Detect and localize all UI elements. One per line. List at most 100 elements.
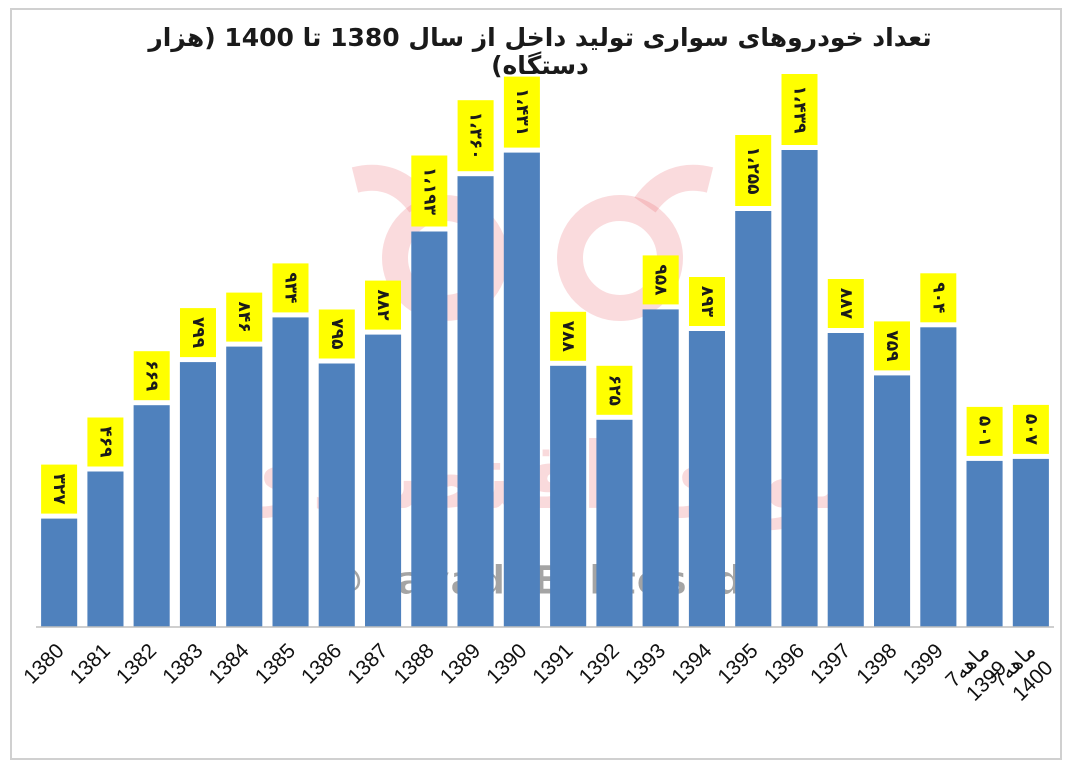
x-tick-label: 1388 xyxy=(390,639,439,688)
chart-title: تعداد خودروهای سواری تولید داخل از سال 1… xyxy=(148,23,932,80)
bar xyxy=(642,309,679,627)
bar xyxy=(41,518,78,627)
data-label: ۱،۴۳۹ xyxy=(781,74,818,145)
data-label: ۷۸۸ xyxy=(550,311,587,361)
bar xyxy=(874,375,911,627)
data-label-box xyxy=(689,277,725,326)
value-labels-layer: ۳۲۷ ۴۶۹ ۶۶۹ ۷۹۹ ۸۴۶ ۹۳۴ ۷۹۵ ۸۸۲ ۱،۱۹۳ ۱،۳۶۰ ۱،۴۳۱ ۷… xyxy=(41,74,1049,514)
x-tick-labels-layer: 1380138113821383138413851386138713881389… xyxy=(19,639,1058,709)
data-label: ۵۰۷ xyxy=(1012,404,1049,454)
data-label-text: ۷۹۹ xyxy=(188,317,208,349)
data-label: ۷۵۹ xyxy=(874,321,910,371)
data-label-box xyxy=(457,100,494,172)
data-label-box xyxy=(411,155,448,227)
data-label-box xyxy=(503,76,540,148)
data-label: ۷۹۹ xyxy=(180,308,216,358)
data-label-box xyxy=(642,255,679,305)
data-label: ۱،۴۳۱ xyxy=(503,76,540,148)
data-label-text: ۳۲۷ xyxy=(49,474,69,506)
bar xyxy=(411,231,448,627)
x-tick-label: 1381 xyxy=(66,639,115,688)
data-label-box xyxy=(781,74,818,145)
bar xyxy=(1012,458,1049,627)
x-tick-label: 1389 xyxy=(436,639,485,688)
bar xyxy=(735,211,772,627)
data-label-text: ۶۶۹ xyxy=(142,360,162,392)
data-label-text: ۱،۱۹۳ xyxy=(419,167,439,216)
data-label: ۳۲۷ xyxy=(41,464,78,514)
data-label-text: ۷۵۹ xyxy=(882,330,902,362)
data-label-text: ۱،۴۳۹ xyxy=(790,86,810,135)
data-label-box xyxy=(874,321,910,371)
bar xyxy=(457,176,494,627)
bar xyxy=(781,150,818,627)
data-label-text: ۱،۲۵۵ xyxy=(743,147,763,195)
bar xyxy=(596,419,633,627)
data-label: ۸۸۲ xyxy=(365,280,401,330)
data-label-text: ۶۲۵ xyxy=(604,375,624,406)
bar xyxy=(688,331,725,627)
data-label-text: ۸۴۶ xyxy=(234,302,254,333)
data-label-text: ۸۸۲ xyxy=(373,290,393,322)
data-label-box xyxy=(272,263,309,313)
data-label: ۶۲۵ xyxy=(596,365,633,415)
x-tick-label: 1386 xyxy=(297,639,346,688)
bar xyxy=(179,362,216,627)
data-label-text: ۹۵۸ xyxy=(651,264,671,296)
x-tick-label: 1387 xyxy=(343,639,392,688)
data-label-box xyxy=(226,292,263,342)
data-label: ۸۹۳ xyxy=(689,277,725,326)
data-label-text: ۹۰۴ xyxy=(928,282,948,313)
data-label: ۱،۱۹۳ xyxy=(411,155,448,227)
bar xyxy=(503,152,540,627)
bars-layer xyxy=(41,150,1049,627)
data-label-text: ۸۸۷ xyxy=(836,288,856,320)
x-tick-label: 1396 xyxy=(760,639,809,688)
data-label-box xyxy=(735,135,772,206)
data-label: ۹۰۴ xyxy=(920,273,957,323)
x-tick-label: 1384 xyxy=(204,639,254,689)
x-tick-label: 7ماهه1400 xyxy=(988,639,1058,709)
data-label: ۶۶۹ xyxy=(133,351,170,401)
data-label-box xyxy=(180,308,216,358)
data-label-text: ۵۰۷ xyxy=(1021,414,1041,446)
x-tick-label: 1397 xyxy=(806,639,855,688)
x-tick-label: 1382 xyxy=(112,639,161,688)
x-tick-label: 1390 xyxy=(482,639,531,688)
bar xyxy=(87,471,124,627)
x-tick-label: 1393 xyxy=(621,639,670,688)
data-label-text: ۹۳۴ xyxy=(281,272,301,303)
bar xyxy=(827,333,864,627)
bar xyxy=(920,327,957,627)
data-label: ۴۶۹ xyxy=(87,417,124,467)
data-label: ۹۳۴ xyxy=(272,263,309,313)
data-label-box xyxy=(920,273,957,323)
data-label-box xyxy=(133,351,170,401)
x-tick-label: 1392 xyxy=(575,639,624,688)
data-label-box xyxy=(365,280,401,330)
data-label-text: ۸۹۳ xyxy=(697,286,717,318)
bar xyxy=(133,405,170,627)
data-label-box xyxy=(550,311,587,361)
x-tick-label: 1380 xyxy=(19,639,68,688)
data-label-box xyxy=(318,309,355,359)
data-label-box xyxy=(1012,404,1049,454)
bar xyxy=(365,334,402,627)
bar xyxy=(226,346,263,627)
x-tick-label: 1385 xyxy=(251,639,300,688)
data-label: ۸۸۷ xyxy=(827,279,864,328)
x-tick-label: 1395 xyxy=(713,639,762,688)
data-label-text: ۱،۴۳۱ xyxy=(512,88,532,136)
data-label: ۷۹۵ xyxy=(318,309,355,359)
x-tick-label: 1391 xyxy=(528,639,577,688)
x-tick-label: 1383 xyxy=(158,639,207,688)
data-label-box xyxy=(87,417,124,467)
data-label-text: ۱،۳۶۰ xyxy=(466,112,486,160)
data-label-box xyxy=(966,406,1003,456)
bar xyxy=(966,460,1003,627)
data-label-box xyxy=(596,365,633,415)
data-label-box xyxy=(827,279,864,328)
data-label: ۱،۲۵۵ xyxy=(735,135,772,206)
x-tick-label: 1399 xyxy=(899,639,948,688)
